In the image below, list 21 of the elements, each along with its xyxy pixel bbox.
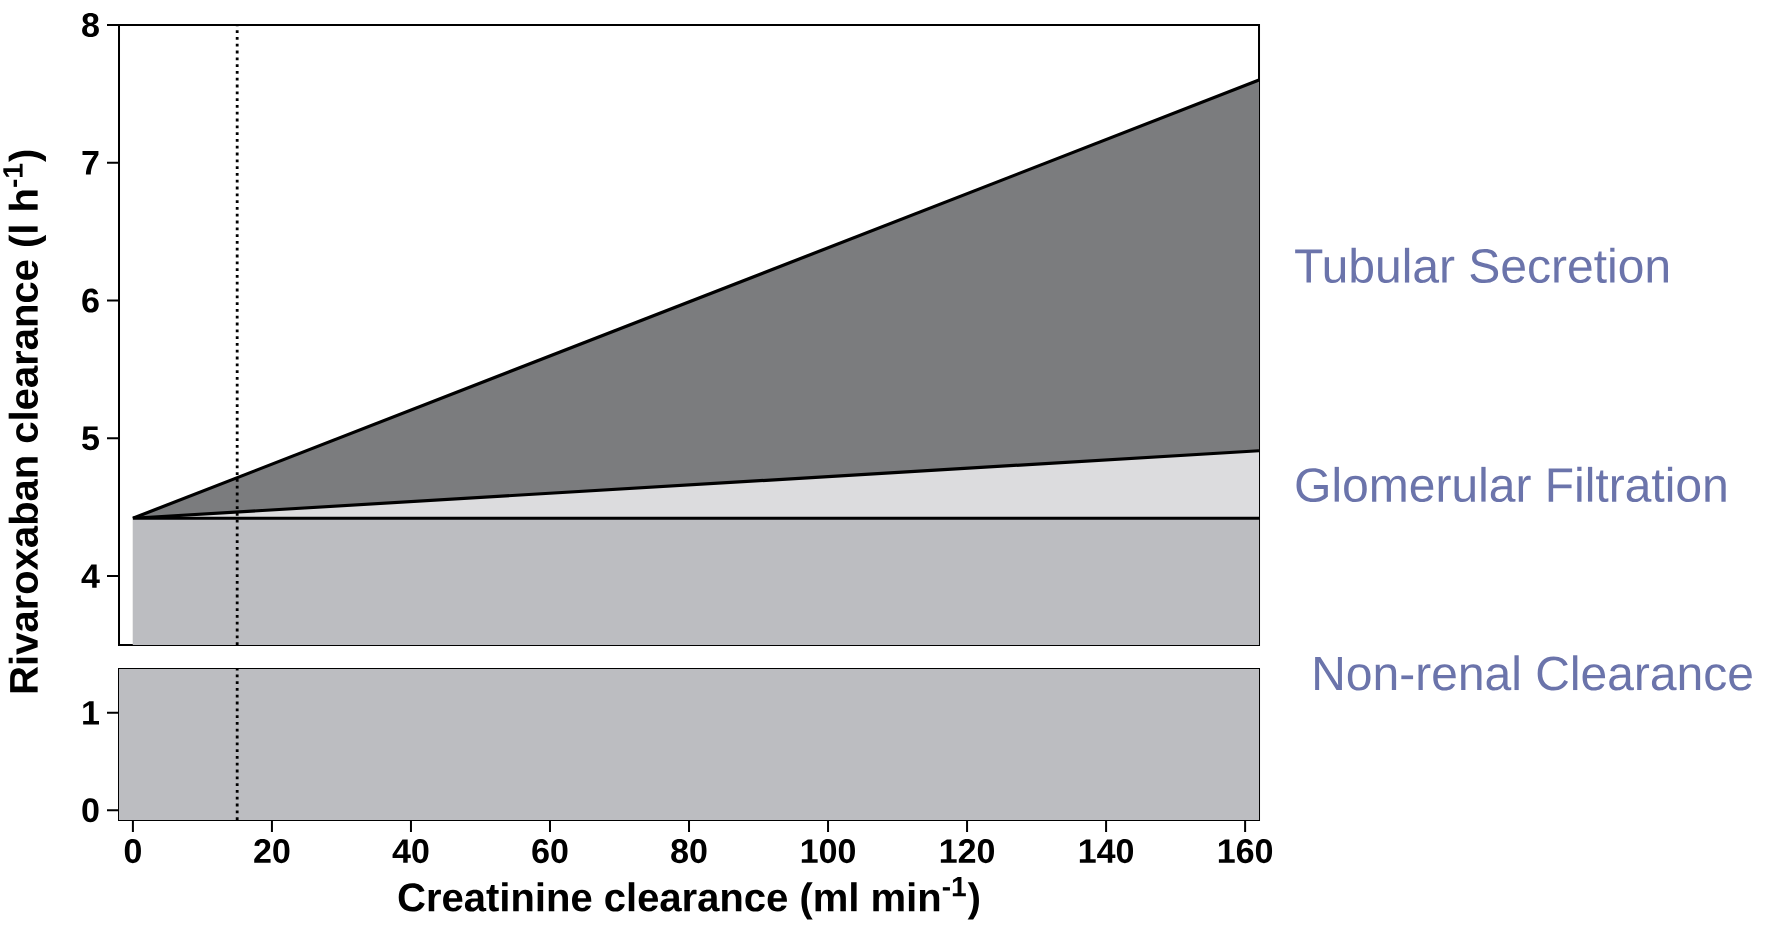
y-tick-label: 6 xyxy=(82,288,99,313)
y-tick-label: 7 xyxy=(82,151,99,175)
x-tick-label: 60 xyxy=(532,839,568,864)
x-tick-label: 120 xyxy=(940,839,995,864)
series-label: Non-renal Clearance xyxy=(1315,655,1752,691)
y-tick-label: 0 xyxy=(82,798,99,823)
x-tick-label: 100 xyxy=(801,839,855,864)
x-tick-label: 160 xyxy=(1218,839,1273,864)
x-tick-label: 0 xyxy=(124,839,141,864)
x-tick-label: 40 xyxy=(392,839,429,864)
y-tick-label: 1 xyxy=(83,701,99,725)
series-label: Tubular Secretion xyxy=(1295,247,1668,284)
x-tick-label: 80 xyxy=(671,839,707,864)
y-tick-label: 8 xyxy=(82,12,99,38)
y-axis-title: Rivaroxaban clearance (l h$^{-1}$) xyxy=(3,150,46,693)
x-tick-label: 20 xyxy=(254,839,290,864)
x-axis-title: Creatinine clearance (ml min$^{-1}$) xyxy=(398,876,979,920)
y-tick-label: 4 xyxy=(81,564,100,588)
y-tick-label: 5 xyxy=(82,426,99,451)
series-label: Glomerular Filtration xyxy=(1296,466,1726,503)
x-tick-label: 140 xyxy=(1079,839,1134,864)
